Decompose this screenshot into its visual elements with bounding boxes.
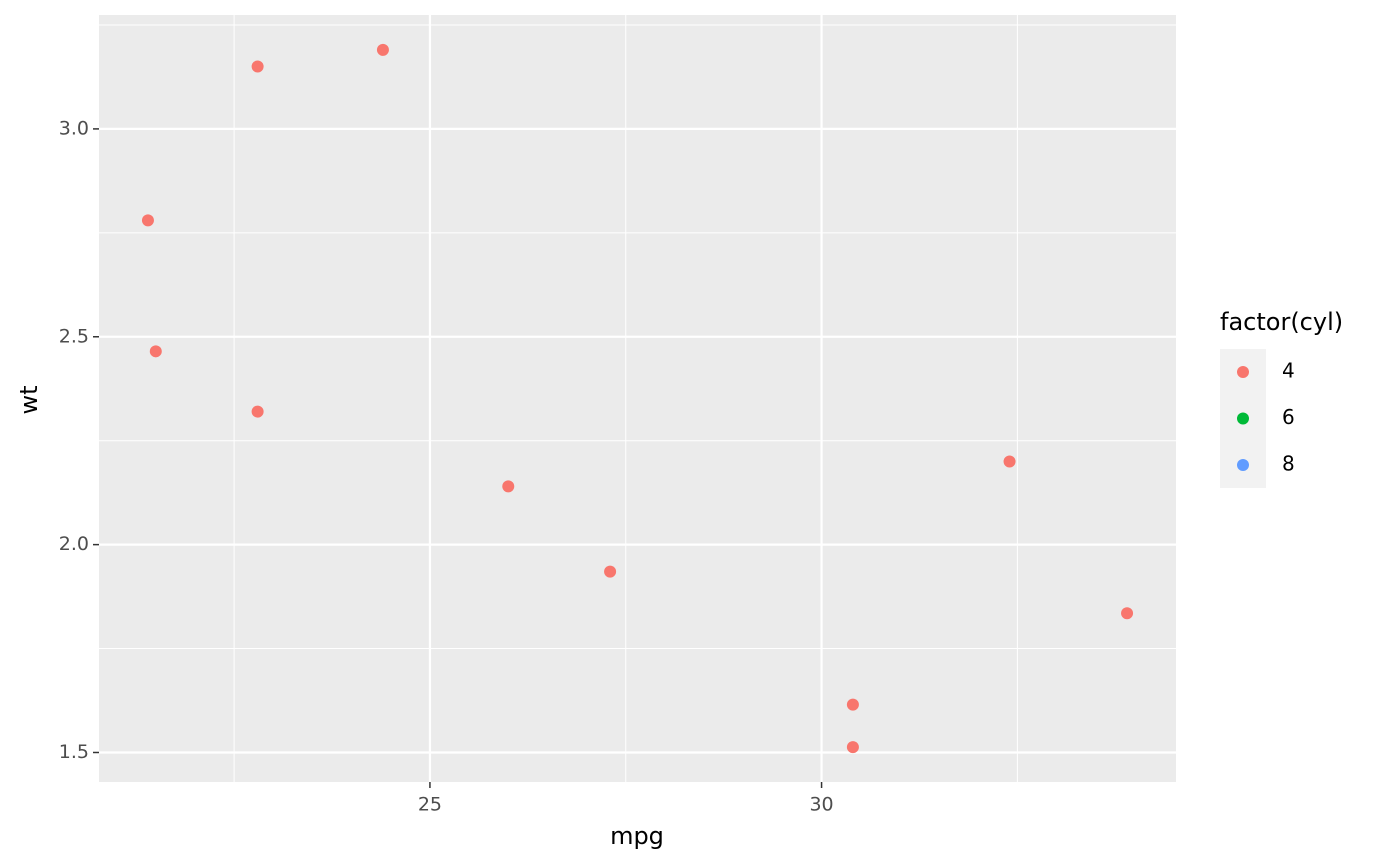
y-tick-label: 2.5	[59, 325, 89, 347]
point	[141, 214, 154, 227]
y-tick-label: 1.5	[59, 741, 89, 763]
point	[149, 345, 162, 358]
y-axis-title: wt	[15, 385, 43, 414]
legend-key	[1237, 366, 1249, 378]
point	[604, 565, 617, 578]
legend-label: 8	[1282, 452, 1295, 476]
point	[846, 741, 859, 754]
x-tick-label: 30	[809, 794, 833, 816]
points	[141, 43, 1134, 754]
x-tick-label: 25	[418, 794, 442, 816]
legend-label: 4	[1282, 359, 1295, 383]
legend-title: factor(cyl)	[1220, 308, 1343, 336]
y-tick-label: 2.0	[59, 533, 89, 555]
legend-key	[1237, 459, 1249, 471]
grid	[99, 15, 1176, 782]
point	[846, 698, 859, 711]
point	[376, 43, 389, 56]
x-axis-title: mpg	[610, 822, 664, 850]
point	[1121, 607, 1134, 620]
legend-label: 6	[1282, 405, 1295, 429]
point	[251, 60, 264, 73]
point	[1003, 455, 1016, 468]
point	[502, 480, 515, 493]
y-tick-label: 3.0	[59, 117, 89, 139]
legend-key	[1237, 412, 1249, 425]
point	[251, 405, 264, 418]
panel	[99, 15, 1176, 782]
